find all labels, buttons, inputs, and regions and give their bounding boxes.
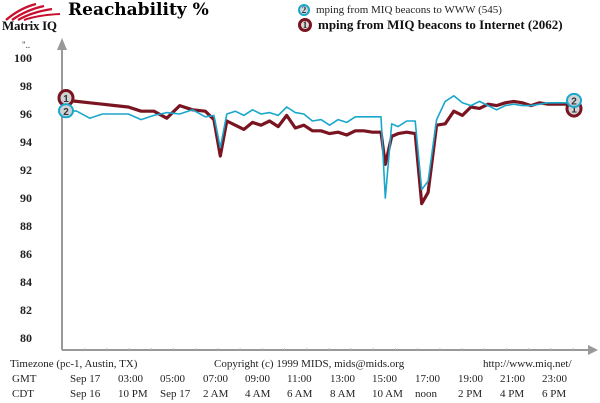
- y-tick-label: 84: [20, 275, 32, 289]
- x-tick-mark: [284, 348, 285, 350]
- cdt-tick-label: noon: [415, 388, 437, 400]
- cdt-tick-label: 2 PM: [458, 388, 483, 400]
- gmt-row: GMT Sep 17 03:00 05:00 07:00 09:00 11:00 13:00…: [0, 373, 600, 387]
- x-tick-mark: [506, 348, 507, 350]
- copyright-text: Copyright (c) 1999 MIDS, mids@mids.org: [214, 358, 405, 370]
- series-2-end-marker-icon-label: 2: [571, 96, 577, 107]
- y-tick-label: 98: [20, 79, 32, 93]
- cdt-tick-label: 10 PM: [118, 388, 148, 400]
- x-axis: [62, 345, 598, 355]
- x-tick-mark: [417, 348, 419, 350]
- x-tick-mark: [84, 348, 86, 350]
- cdt-tick-label: 10 AM: [372, 388, 403, 400]
- gmt-tick-label: 05:00: [160, 373, 186, 385]
- gmt-tick-label: 03:00: [118, 373, 144, 385]
- series-line-2: [63, 95, 579, 199]
- series-1-badge-icon: 1: [298, 18, 312, 32]
- footer-info-row: Timezone (pc-1, Austin, TX) Copyright (c…: [0, 358, 600, 372]
- x-tick-mark: [173, 348, 174, 350]
- cdt-tick-label: 4 PM: [500, 388, 525, 400]
- gmt-tick-label: 19:00: [458, 373, 484, 385]
- y-tick-label: 90: [20, 191, 32, 205]
- gmt-tick-label: 09:00: [245, 373, 271, 385]
- x-tick-mark: [306, 348, 308, 350]
- matrix-iq-logo: Matrix IQ: [2, 2, 64, 38]
- x-tick-mark: [350, 348, 352, 350]
- x-tick-mark: [439, 348, 441, 350]
- gmt-tick-label: 15:00: [372, 373, 398, 385]
- y-tick-label: 100: [14, 51, 32, 65]
- x-tick-mark: [239, 348, 241, 350]
- x-tick-mark: [106, 348, 108, 350]
- x-tick-mark: [461, 348, 463, 350]
- series-line-1: [63, 98, 579, 206]
- logo-swoosh-icon: [5, 2, 61, 22]
- gmt-tick-label: 23:00: [542, 373, 568, 385]
- series-1-start-marker-icon-label: 1: [63, 94, 69, 105]
- timezone-text: Timezone (pc-1, Austin, TX): [10, 358, 138, 370]
- gmt-tick-label: 21:00: [500, 373, 526, 385]
- gmt-tick-label: 17:00: [415, 373, 441, 385]
- cdt-tick-label: 6 PM: [542, 388, 567, 400]
- cdt-label: CDT: [12, 388, 34, 400]
- gmt-tick-label: 07:00: [203, 373, 229, 385]
- x-tick-mark: [217, 348, 219, 350]
- x-tick-mark: [328, 348, 330, 350]
- legend-label-internet: mping from MIQ beacons to Internet (2062…: [318, 17, 563, 32]
- chart-title: Reachability %: [68, 0, 209, 20]
- x-tick-mark: [195, 348, 197, 350]
- y-tick-label: 92: [20, 163, 32, 177]
- y-tick-label: 82: [20, 303, 32, 317]
- series-1-end-marker-icon-label: 1: [571, 105, 577, 116]
- series-2-end-marker-icon: [566, 92, 582, 108]
- y-axis-unit-label: "..: [22, 40, 30, 50]
- gmt-label: GMT: [12, 373, 37, 385]
- legend-item-www: 2 mping from MIQ beacons to WWW (545): [298, 2, 502, 18]
- y-axis-arrow: [57, 38, 67, 50]
- series-2-start-marker-icon: [58, 103, 74, 119]
- logo-text: Matrix IQ: [2, 18, 57, 33]
- x-tick-mark: [372, 348, 374, 350]
- y-tick-label: 94: [20, 135, 32, 149]
- y-tick-label: 86: [20, 247, 32, 261]
- x-tick-mark: [528, 348, 530, 350]
- cdt-tick-label: Sep 17: [160, 388, 191, 400]
- site-url-link[interactable]: http://www.miq.net/: [483, 358, 572, 370]
- y-tick-label: 96: [20, 107, 32, 121]
- x-axis-arrow: [588, 345, 598, 355]
- series-2-badge-icon: 2: [298, 4, 310, 16]
- cdt-tick-label: 2 AM: [203, 388, 229, 400]
- x-tick-mark: [128, 348, 130, 350]
- y-tick-label: 88: [20, 219, 32, 233]
- gmt-tick-label: 11:00: [287, 373, 312, 385]
- cdt-tick-label: Sep 16: [70, 388, 101, 400]
- x-tick-mark: [483, 348, 485, 350]
- gmt-tick-label: 13:00: [330, 373, 356, 385]
- legend-item-internet: 1 mping from MIQ beacons to Internet (20…: [298, 17, 563, 33]
- x-tick-mark: [150, 348, 152, 350]
- cdt-row: CDT Sep 16 10 PM Sep 17 2 AM 4 AM 6 AM 8 AM 10 …: [0, 388, 600, 402]
- x-tick-mark: [550, 348, 552, 350]
- legend-label-www: mping from MIQ beacons to WWW (545): [316, 4, 502, 16]
- cdt-tick-label: 8 AM: [330, 388, 356, 400]
- gmt-tick-label: Sep 17: [70, 373, 101, 385]
- x-tick-mark: [261, 348, 263, 350]
- x-tick-mark: [395, 348, 396, 350]
- series-2-start-marker-icon-label: 2: [63, 107, 69, 118]
- y-tick-label: 80: [20, 331, 32, 345]
- cdt-tick-label: 4 AM: [245, 388, 271, 400]
- cdt-tick-label: 6 AM: [287, 388, 313, 400]
- x-tick-mark: [572, 348, 574, 350]
